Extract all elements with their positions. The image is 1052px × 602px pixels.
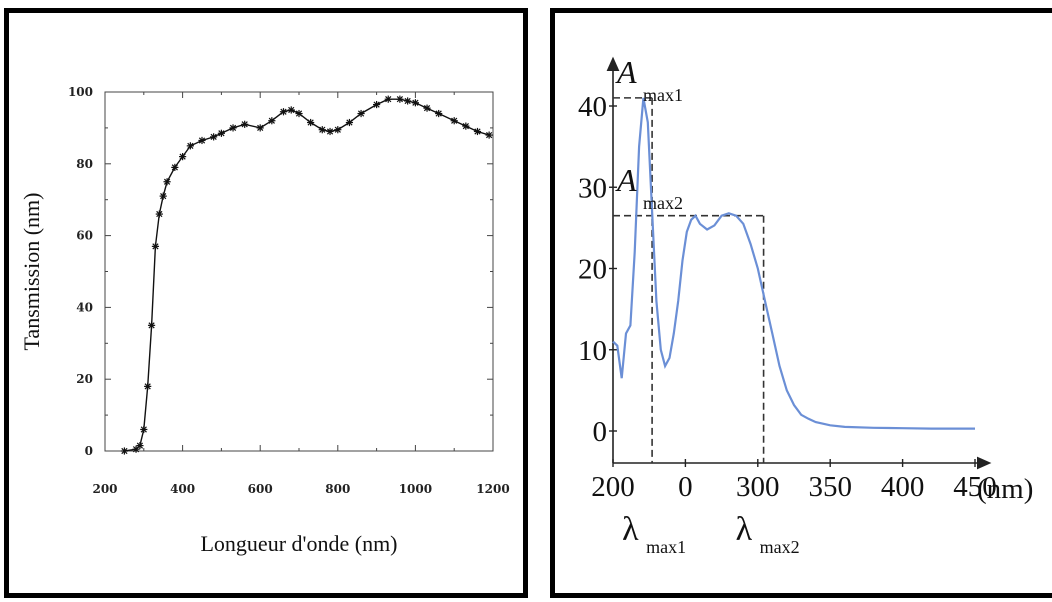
left-plot-frame [104, 91, 494, 452]
data-point [136, 442, 144, 450]
data-point [144, 382, 152, 390]
peak2-a-subscript: max2 [643, 193, 683, 213]
data-point [334, 126, 342, 134]
peak1-a-symbol: A [615, 54, 637, 90]
data-point [326, 127, 334, 136]
right-x-tick-label: 300 [736, 471, 780, 503]
left-y-tick-label: 80 [76, 157, 93, 171]
left-x-tick-label: 1200 [476, 482, 509, 496]
data-point [151, 242, 160, 250]
left-x-tick-label: 1000 [399, 482, 432, 496]
data-point [473, 127, 482, 136]
right-x-tick-label: 450 [953, 471, 997, 503]
data-point [384, 95, 392, 103]
right-y-tick-label: 40 [578, 91, 607, 123]
data-point [307, 118, 315, 127]
data-point [423, 104, 431, 112]
data-point [186, 142, 194, 150]
left-y-tick-label: 0 [85, 444, 93, 458]
left-x-tick-label: 400 [170, 482, 195, 496]
data-point [435, 109, 443, 118]
left-y-tick-label: 20 [76, 372, 93, 386]
data-point [295, 109, 303, 118]
data-point [411, 99, 419, 107]
peak2-a-symbol: A [615, 162, 637, 198]
left-y-axis-label: Tansmission (nm) [19, 193, 44, 351]
data-point [198, 136, 206, 145]
left-y-tick-label: 100 [68, 85, 93, 99]
data-point [485, 131, 493, 139]
right-y-tick-label: 20 [578, 254, 607, 286]
left-y-tick-label: 40 [76, 300, 93, 314]
data-point [357, 109, 365, 118]
data-point [217, 129, 225, 137]
data-point [159, 192, 167, 200]
data-point [147, 321, 156, 329]
transmission-chart: 200 400 600 800 1000 1200 0 20 40 60 80 100 Longueu… [19, 85, 510, 556]
left-x-tick-label: 600 [248, 482, 273, 496]
data-point [210, 133, 218, 141]
data-point [345, 118, 354, 127]
data-point [318, 126, 326, 134]
peak1-lambda-subscript: max1 [646, 537, 686, 557]
right-x-tick-label: 350 [808, 471, 852, 503]
data-point [155, 210, 163, 218]
peak1-a-subscript: max1 [643, 85, 683, 105]
data-point [450, 117, 458, 125]
data-point [120, 447, 128, 455]
data-point [373, 100, 381, 109]
right-y-tick-label: 0 [593, 416, 608, 448]
left-y-tick-label: 60 [76, 229, 93, 243]
data-point [140, 425, 148, 434]
right-y-tick-label: 30 [578, 172, 607, 204]
right-y-tick-label: 10 [578, 335, 607, 367]
data-point [256, 124, 264, 132]
right-x-tick-label: 0 [678, 471, 693, 503]
data-point [279, 108, 288, 116]
data-point [163, 178, 171, 186]
data-point [241, 120, 249, 128]
left-x-tick-label: 800 [325, 482, 350, 496]
right-x-tick-label: 200 [591, 471, 635, 503]
data-point [287, 106, 295, 114]
peak2-lambda-symbol: λ [736, 511, 753, 548]
left-x-axis-label: Longueur d'onde (nm) [200, 531, 397, 556]
data-point [268, 117, 276, 125]
data-point [171, 163, 179, 171]
right-x-axis-unit: (nm) [977, 473, 1033, 505]
peak1-lambda-symbol: λ [622, 511, 639, 548]
data-point [179, 153, 187, 161]
left-chart-panel: 200 400 600 800 1000 1200 0 20 40 60 80 100 Longueu… [4, 8, 528, 598]
data-point [462, 122, 470, 130]
right-x-tick-label: 400 [881, 471, 925, 503]
data-point [229, 124, 237, 132]
absorbance-line [612, 97, 975, 430]
peak2-lambda-subscript: max2 [760, 537, 800, 557]
left-x-tick-label: 200 [92, 482, 117, 496]
data-point [404, 97, 412, 105]
data-point [396, 95, 404, 103]
transmission-line [124, 98, 490, 452]
